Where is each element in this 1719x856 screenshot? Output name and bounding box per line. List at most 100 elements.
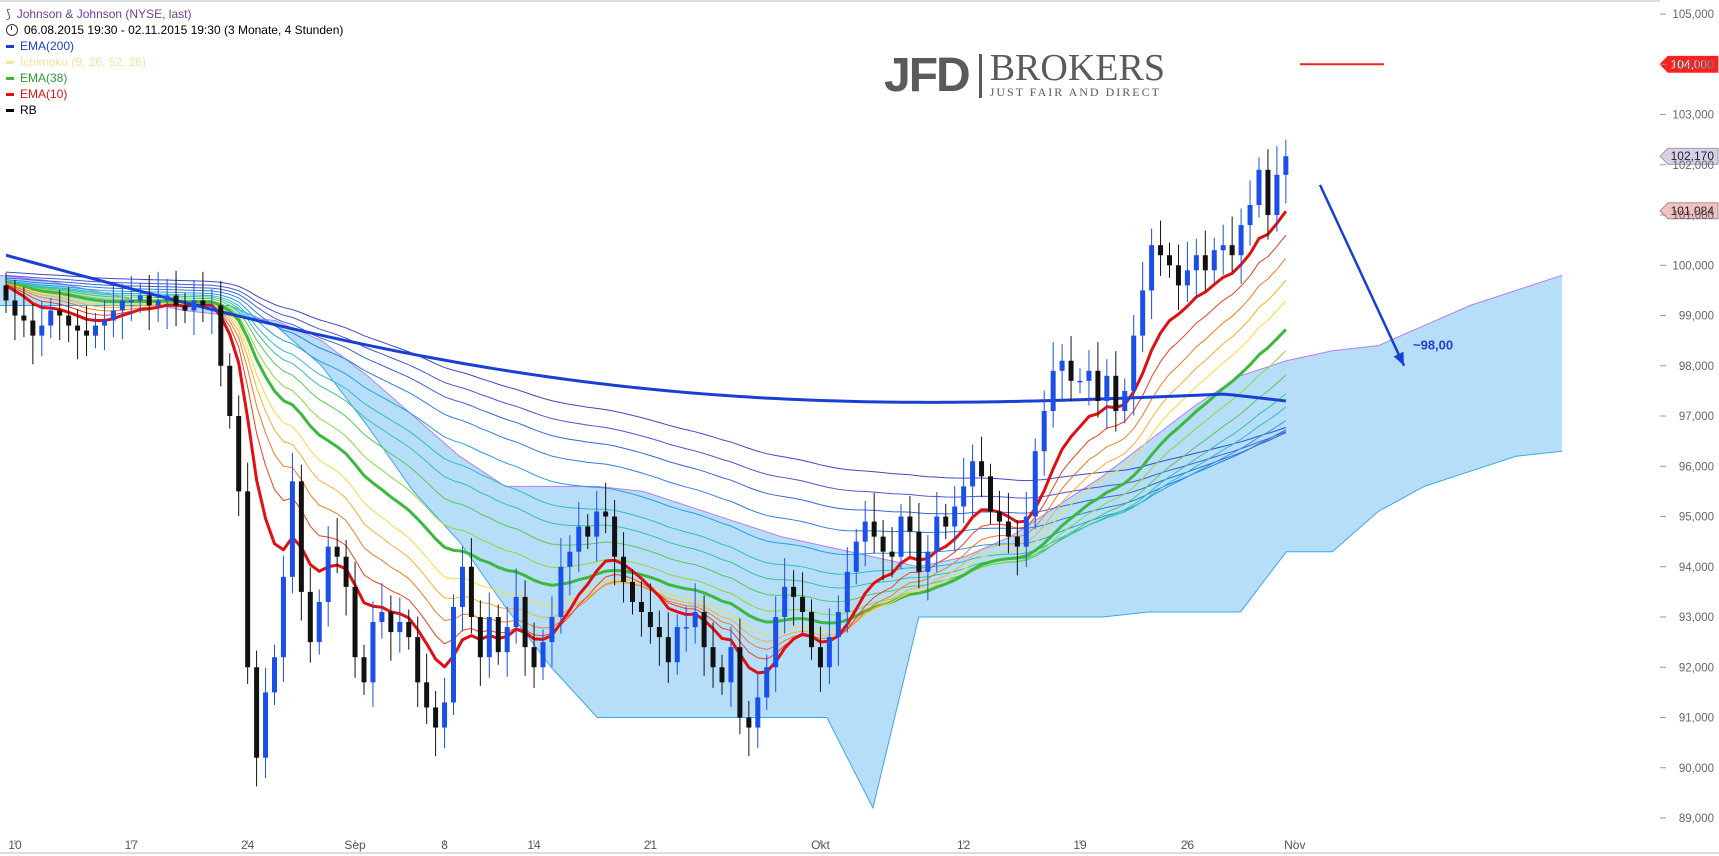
candle-body (647, 611, 653, 628)
x-tick-label: 21 (644, 838, 658, 852)
candle (200, 271, 206, 323)
candle-body (173, 295, 179, 306)
candle-body (1283, 156, 1289, 175)
y-tick-label: 96,000 (1679, 461, 1714, 473)
candle (75, 308, 81, 360)
candle (30, 303, 36, 365)
candle (1229, 216, 1235, 272)
candle (952, 485, 958, 552)
y-tick-label: 97,000 (1679, 411, 1714, 423)
chart-type-icon: ⟆ (6, 7, 11, 21)
candle (1086, 350, 1092, 406)
candle (1211, 237, 1217, 283)
candle (907, 495, 913, 557)
candle-body (209, 305, 215, 307)
candle (853, 529, 859, 585)
candle (701, 595, 707, 676)
x-tick-label: 12 (957, 838, 971, 852)
candle (119, 283, 125, 340)
candle (979, 436, 985, 497)
candle-body (12, 300, 18, 316)
x-axis: 10 17 24 Sep 8 14 21 Okt 12 19 26 Nov (8, 838, 1305, 852)
candle-body (809, 611, 814, 648)
candle (594, 490, 600, 562)
legend-label: Ichimoku (9, 26, 52, 26) (20, 55, 147, 69)
candle (665, 612, 671, 683)
candle-body (880, 536, 886, 552)
candle-body (155, 300, 161, 306)
candle (352, 562, 358, 678)
candle (477, 600, 483, 686)
candle (370, 601, 376, 707)
candle (934, 491, 940, 573)
candle-body (656, 627, 662, 638)
legend-item[interactable]: EMA(200) (6, 38, 343, 54)
y-tick-label: 94,000 (1679, 562, 1714, 574)
candle-body (486, 617, 492, 658)
candle (647, 583, 653, 644)
candle (66, 286, 72, 343)
candle (898, 503, 904, 570)
candle (809, 599, 814, 660)
candle-body (961, 486, 967, 507)
candle-body (1247, 204, 1253, 226)
legend-item[interactable]: EMA(38) (6, 70, 343, 86)
candle-body (1095, 370, 1101, 401)
price-label-box (1659, 202, 1719, 220)
legend-item[interactable]: Ichimoku (9, 26, 52, 26) (6, 54, 343, 70)
legend-swatch (6, 60, 14, 64)
candle (585, 514, 591, 550)
candle-body (280, 576, 286, 658)
candle-body (325, 546, 331, 602)
candle-body (3, 285, 9, 301)
candle-body (1122, 390, 1128, 411)
candle (191, 279, 197, 336)
candle-body (979, 461, 985, 477)
candle (531, 622, 537, 688)
candle (1122, 378, 1128, 424)
candle-body (746, 717, 752, 728)
candle (1283, 139, 1289, 204)
candle (683, 606, 689, 652)
legend-item[interactable]: EMA(10) (6, 86, 343, 102)
candle-body (1175, 265, 1181, 286)
candle-body (110, 310, 116, 321)
candle-body (272, 657, 277, 693)
logo-tagline: JUST FAIR AND DIRECT (989, 85, 1161, 99)
candle (800, 572, 806, 633)
candle-body (728, 647, 734, 683)
candle (173, 270, 179, 327)
cloud-span-b (0, 304, 1563, 810)
candle-body (1131, 335, 1137, 391)
candle (101, 299, 107, 351)
legend: ⟆ Johnson & Johnson (NYSE, last) 06.08.2… (6, 6, 343, 118)
candle-body (424, 682, 430, 708)
candle (263, 667, 269, 779)
candle (737, 618, 743, 735)
candle-body (638, 601, 644, 612)
candle-body (898, 516, 904, 557)
legend-range: 06.08.2015 19:30 - 02.11.2015 19:30 (3 M… (24, 23, 344, 37)
candle (1032, 438, 1038, 530)
candle-body (451, 606, 456, 703)
candle-body (415, 637, 421, 683)
candle-body (433, 707, 439, 728)
candle (692, 583, 698, 644)
legend-item[interactable]: RB (6, 102, 343, 118)
x-tick-label: 26 (1181, 838, 1195, 852)
legend-title: Johnson & Johnson (NYSE, last) (16, 7, 192, 21)
candle (719, 654, 725, 695)
candle (1175, 244, 1181, 311)
candle (137, 282, 143, 314)
candle (889, 527, 895, 578)
candle-body (943, 516, 949, 527)
candle-body (93, 325, 98, 336)
legend-label: EMA(200) (20, 39, 75, 53)
candle (1184, 241, 1190, 302)
legend-label: EMA(38) (20, 71, 68, 85)
ema-65-line (5, 282, 1287, 589)
candle-body (1086, 370, 1092, 381)
candle (1041, 390, 1047, 476)
candle-body (996, 511, 1002, 522)
